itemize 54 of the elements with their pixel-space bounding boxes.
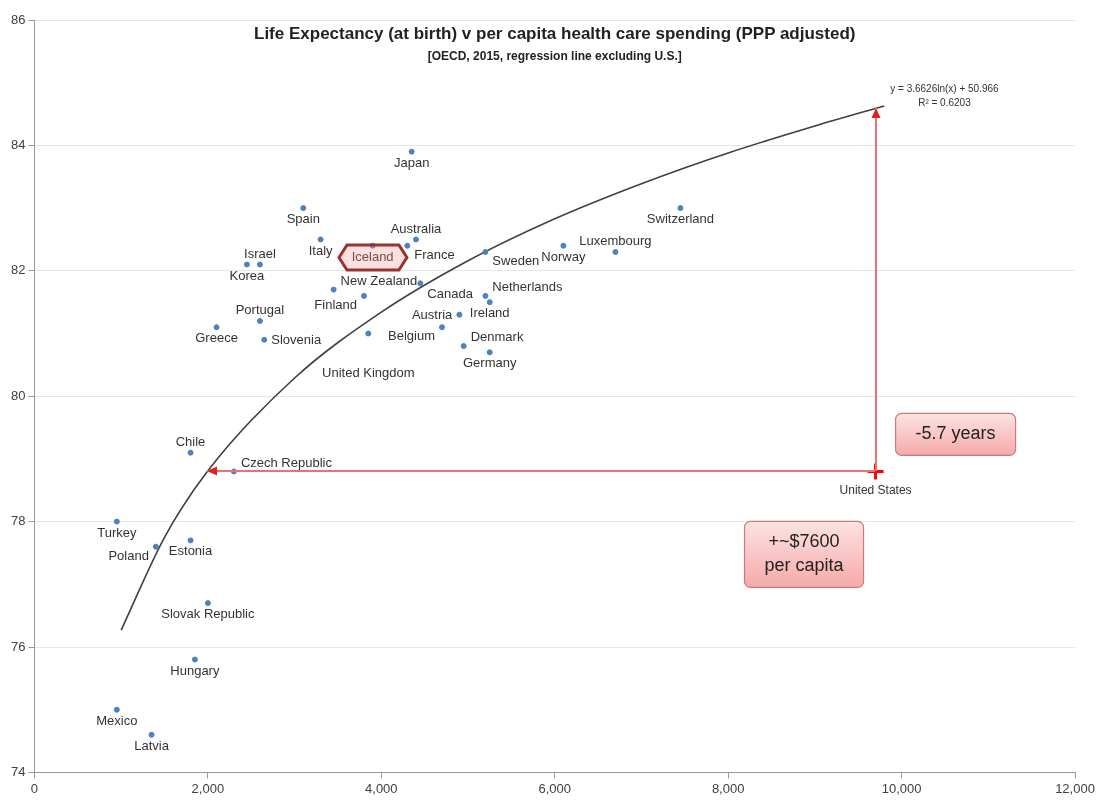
data-label: Slovak Republic bbox=[161, 606, 255, 622]
annotation: -5.7 years bbox=[915, 423, 996, 444]
y-tick-label: 84 bbox=[10, 136, 26, 152]
data-label: Chile bbox=[175, 433, 206, 449]
data-label: Latvia bbox=[134, 737, 170, 753]
x-tick-label: 12,000 bbox=[1055, 780, 1095, 796]
text: [OECD, 2015, regression line excluding U.S.] bbox=[427, 49, 682, 64]
x-tick-label: 0 bbox=[30, 780, 39, 796]
chart-title: Life Expectancy (at birth) v per capita health care spending (PPP adjusted) bbox=[254, 23, 856, 43]
y-tick-label: 80 bbox=[10, 387, 26, 403]
data-label: Belgium bbox=[388, 328, 436, 344]
data-label: Sweden bbox=[492, 253, 540, 269]
data-label: Luxembourg bbox=[579, 233, 652, 249]
data-label: Switzerland bbox=[646, 211, 715, 227]
y-tick-label: 78 bbox=[10, 513, 26, 529]
data-label: Finland bbox=[314, 296, 357, 312]
x-tick-label: 6,000 bbox=[538, 780, 571, 796]
data-label: Spain bbox=[286, 211, 320, 227]
data-label: France bbox=[414, 246, 455, 262]
data-label: Ireland bbox=[469, 305, 510, 321]
y-tick-label: 74 bbox=[10, 763, 26, 779]
x-tick-label: 8,000 bbox=[711, 780, 745, 796]
data-label: Korea bbox=[229, 267, 266, 283]
data-label: Netherlands bbox=[492, 278, 563, 294]
data-label: Greece bbox=[195, 330, 238, 346]
data-label: Australia bbox=[390, 220, 443, 236]
data-label: Portugal bbox=[235, 302, 285, 318]
data-label: Japan bbox=[393, 154, 430, 170]
annotation: +~$7600 per capita bbox=[764, 531, 845, 576]
y-tick-label: 82 bbox=[10, 262, 26, 278]
data-label: Estonia bbox=[168, 543, 213, 559]
annotation: y = 3.6626ln(x) + 50.966 R² = 0.6203 bbox=[890, 82, 1000, 108]
x-tick-label: 2,000 bbox=[191, 780, 225, 796]
data-label: Israel bbox=[244, 245, 276, 261]
y-tick-label: 86 bbox=[10, 11, 26, 27]
data-label: United States bbox=[839, 482, 912, 497]
x-tick-label: 4,000 bbox=[365, 780, 398, 796]
data-label: New Zealand bbox=[340, 272, 418, 288]
data-label: Czech Republic bbox=[240, 454, 333, 470]
data-label: Mexico bbox=[96, 712, 138, 728]
x-tick-label: 10,000 bbox=[881, 780, 922, 796]
data-label: Canada bbox=[427, 286, 474, 302]
data-label: Slovenia bbox=[271, 331, 322, 347]
data-label: Norway bbox=[541, 248, 586, 264]
y-tick-label: 76 bbox=[10, 638, 26, 654]
data-label: Turkey bbox=[97, 524, 137, 540]
data-label: Austria bbox=[411, 306, 454, 322]
data-label: Denmark bbox=[470, 329, 524, 345]
data-label: Italy bbox=[308, 242, 334, 258]
data-label: Hungary bbox=[170, 662, 220, 678]
data-label: United Kingdom bbox=[322, 364, 415, 380]
data-label: Germany bbox=[462, 355, 517, 371]
data-label: Iceland bbox=[351, 248, 394, 264]
data-label: Poland bbox=[108, 547, 149, 563]
